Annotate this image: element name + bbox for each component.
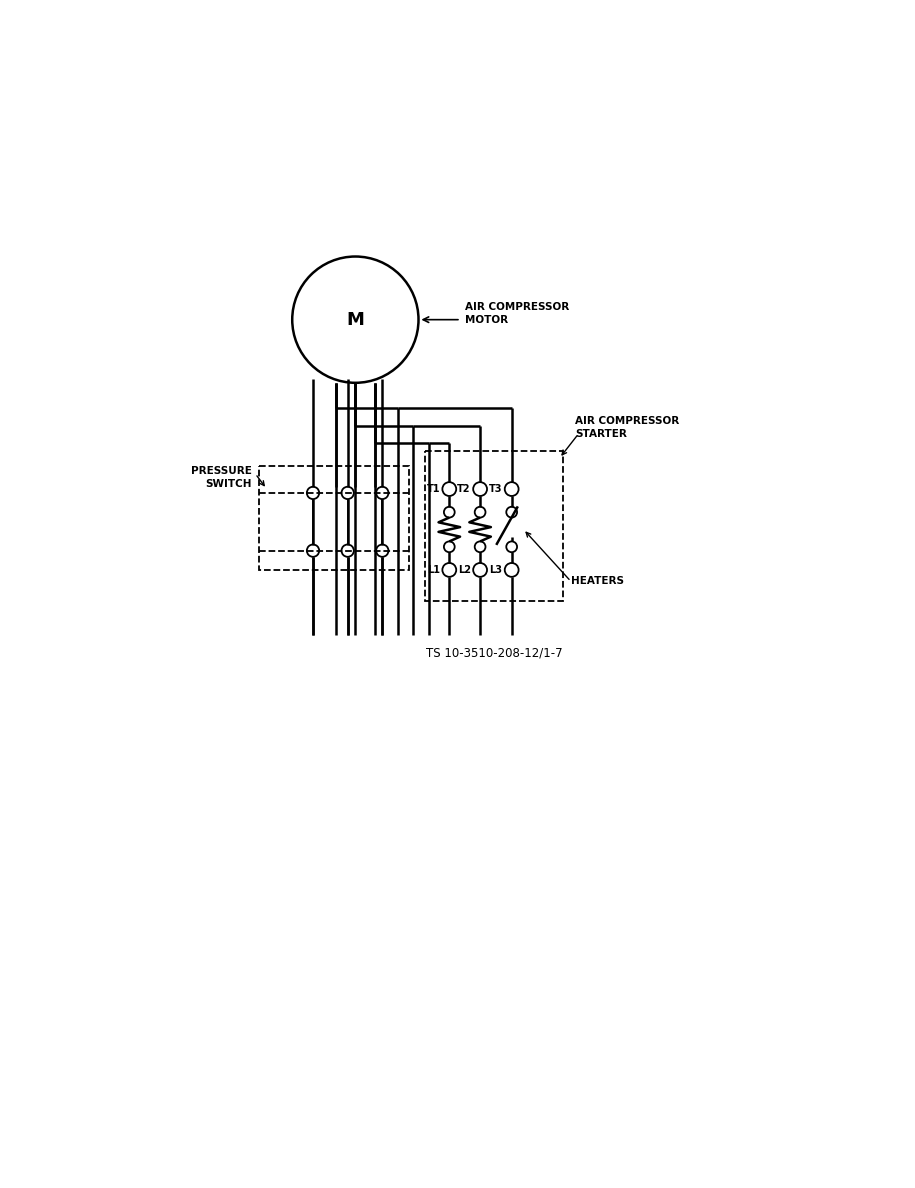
Text: T1: T1 bbox=[426, 484, 440, 494]
Text: M: M bbox=[347, 310, 364, 329]
Text: PRESSURE
SWITCH: PRESSURE SWITCH bbox=[190, 467, 252, 488]
Text: L1: L1 bbox=[427, 565, 440, 575]
Text: L2: L2 bbox=[458, 565, 471, 575]
Circle shape bbox=[506, 542, 517, 552]
Circle shape bbox=[442, 482, 457, 497]
Bar bbox=[425, 450, 564, 601]
Text: T2: T2 bbox=[458, 484, 471, 494]
Circle shape bbox=[444, 507, 455, 518]
Text: HEATERS: HEATERS bbox=[571, 576, 624, 587]
Circle shape bbox=[473, 482, 487, 497]
Circle shape bbox=[505, 563, 519, 577]
Circle shape bbox=[444, 542, 455, 552]
Circle shape bbox=[307, 544, 319, 557]
Text: AIR COMPRESSOR
STARTER: AIR COMPRESSOR STARTER bbox=[575, 416, 679, 438]
Circle shape bbox=[376, 487, 389, 499]
Bar bbox=[259, 466, 409, 570]
Circle shape bbox=[341, 487, 354, 499]
Circle shape bbox=[475, 542, 486, 552]
Text: L3: L3 bbox=[490, 565, 502, 575]
Circle shape bbox=[341, 544, 354, 557]
Text: TS 10-3510-208-12/1-7: TS 10-3510-208-12/1-7 bbox=[425, 647, 563, 659]
Circle shape bbox=[506, 507, 517, 518]
Circle shape bbox=[473, 563, 487, 577]
Circle shape bbox=[376, 544, 389, 557]
Circle shape bbox=[475, 507, 486, 518]
Circle shape bbox=[292, 257, 418, 383]
Text: T3: T3 bbox=[489, 484, 502, 494]
Circle shape bbox=[505, 482, 519, 497]
Circle shape bbox=[307, 487, 319, 499]
Text: AIR COMPRESSOR
MOTOR: AIR COMPRESSOR MOTOR bbox=[465, 302, 569, 326]
Circle shape bbox=[442, 563, 457, 577]
